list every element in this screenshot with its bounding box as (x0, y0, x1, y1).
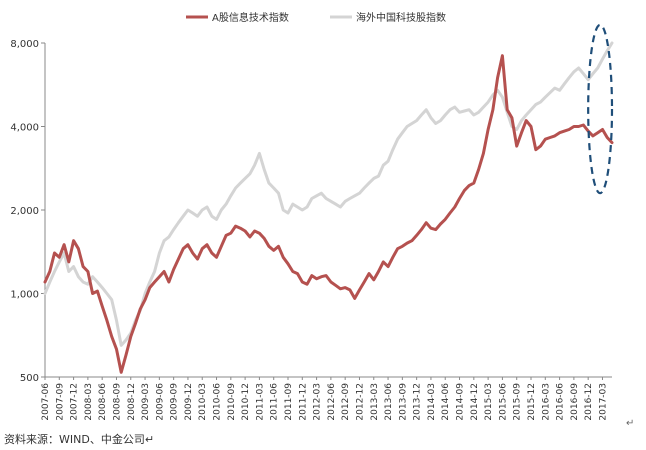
y-tick-label: 2,000 (10, 206, 39, 217)
y-tick-label: 1,000 (10, 290, 39, 301)
x-tick-label: 2015-03 (484, 383, 494, 421)
x-tick-label: 2015-12 (527, 383, 537, 421)
x-tick-label: 2013-06 (384, 383, 394, 421)
x-tick-label: 2012-09 (341, 383, 351, 421)
x-tick-label: 2012-06 (327, 383, 337, 421)
y-tick-label: 4,000 (10, 123, 39, 134)
return-mark: ↵ (144, 433, 155, 446)
x-tick-label: 2016-03 (541, 383, 551, 421)
return-mark-right: ↵ (626, 418, 635, 429)
x-tick-label: 2012-03 (313, 383, 323, 421)
x-tick-label: 2013-09 (398, 383, 408, 421)
series-group (43, 41, 614, 374)
source-text: 资料来源：WIND、中金公司 (4, 433, 145, 446)
legend-label-2: 海外中国科技股指数 (356, 11, 446, 24)
x-tick-label: 2010-03 (198, 383, 208, 421)
y-tick-label: 500 (20, 373, 39, 384)
x-tick-label: 2015-06 (498, 383, 508, 421)
x-tick-label: 2009-06 (155, 383, 165, 421)
x-tick-label: 2008-06 (98, 383, 108, 421)
x-tick-label: 2014-03 (427, 383, 437, 421)
x-tick-label: 2015-09 (513, 383, 523, 421)
x-tick-label: 2013-03 (370, 383, 380, 421)
legend: A股信息技术指数 海外中国科技股指数 (186, 11, 446, 24)
x-tick-label: 2011-03 (255, 383, 265, 421)
x-tick-label: 2010-09 (227, 383, 237, 421)
x-tick-label: 2008-12 (127, 383, 137, 421)
x-tick-label: 2009-03 (141, 383, 151, 421)
x-tick-label: 2016-12 (584, 383, 594, 421)
x-tick-label: 2016-06 (556, 383, 566, 421)
x-tick-label: 2008-09 (112, 383, 122, 421)
x-tick-label: 2012-12 (355, 383, 365, 421)
highlight-ellipse (587, 23, 614, 195)
x-tick-label: 2013-12 (413, 383, 423, 421)
x-tick-label: 2009-09 (170, 383, 180, 421)
x-axis: 2007-06 2007-09 2007-12 2008-03 2008-06 2008-… (41, 376, 612, 421)
x-tick-label: 2016-09 (570, 383, 580, 421)
x-tick-label: 2007-12 (70, 383, 80, 421)
series-line-2 (43, 41, 614, 347)
y-axis: 500 1,000 2,000 4,000 8,000 (10, 39, 46, 384)
x-tick-label: 2017-03 (598, 383, 608, 421)
source-note: 资料来源：WIND、中金公司↵ (4, 431, 154, 447)
x-tick-label: 2007-09 (55, 383, 65, 421)
x-tick-label: 2011-09 (284, 383, 294, 421)
series-line-1 (43, 54, 614, 374)
x-tick-label: 2011-12 (298, 383, 308, 421)
x-tick-label: 2007-06 (41, 383, 51, 421)
y-tick-label: 8,000 (10, 39, 39, 50)
x-tick-label: 2010-12 (241, 383, 251, 421)
x-tick-label: 2009-12 (184, 383, 194, 421)
x-tick-label: 2014-12 (470, 383, 480, 421)
x-tick-label: 2008-03 (84, 383, 94, 421)
x-tick-label: 2011-06 (270, 383, 280, 421)
x-tick-label: 2010-06 (213, 383, 223, 421)
x-tick-label: 2014-09 (456, 383, 466, 421)
x-tick-label: 2014-06 (441, 383, 451, 421)
legend-label-1: A股信息技术指数 (212, 11, 289, 24)
annotation-group (587, 23, 614, 195)
